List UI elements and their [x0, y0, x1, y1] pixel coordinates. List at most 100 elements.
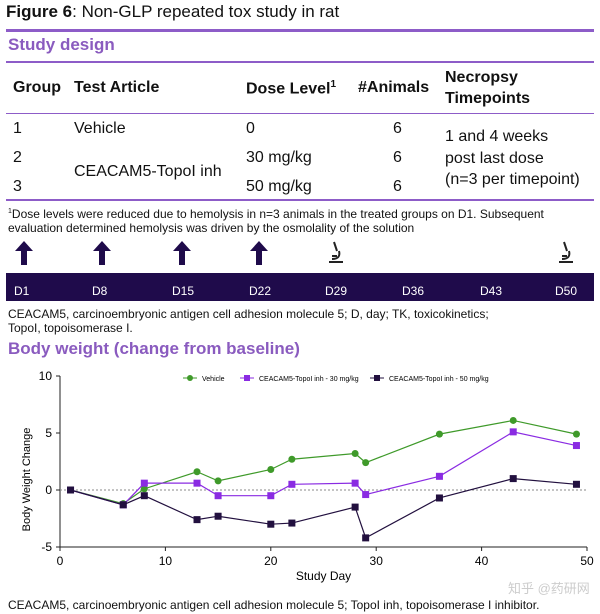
- dose-footnote: 1Dose levels were reduced due to hemolys…: [8, 205, 568, 235]
- timeline-day-label: D8: [92, 284, 108, 298]
- data-point: [572, 430, 580, 438]
- data-point: [193, 516, 201, 524]
- legend-label: CEACAM5-TopoI inh - 30 mg/kg: [259, 376, 359, 383]
- y-tick-label: 5: [45, 426, 52, 440]
- data-point: [362, 491, 370, 499]
- cell-animals: 6: [393, 120, 402, 137]
- cell-group: 1: [13, 120, 22, 137]
- necropsy-line: 1 and 4 weeks: [445, 128, 549, 145]
- y-tick-label: 0: [45, 483, 52, 497]
- timeline-day-label: D50: [555, 284, 578, 298]
- data-point: [67, 486, 75, 494]
- data-point: [509, 416, 517, 424]
- cell-dose: 0: [246, 120, 255, 137]
- cell-dose: 30 mg/kg: [246, 149, 312, 166]
- cell-animals: 6: [393, 178, 402, 195]
- data-point: [509, 475, 517, 483]
- cell-animals: 6: [393, 149, 402, 166]
- legend-marker: [244, 375, 250, 381]
- x-tick-label: 50: [580, 554, 594, 568]
- x-tick-label: 40: [475, 554, 489, 568]
- microscope-icon: [326, 241, 346, 265]
- x-tick-label: 20: [264, 554, 278, 568]
- series-line: [70, 477, 577, 539]
- data-point: [267, 492, 275, 500]
- col-header-article: Test Article: [74, 79, 160, 96]
- data-point: [435, 430, 443, 438]
- dose-arrow-icon: [14, 241, 34, 265]
- data-point: [288, 455, 296, 463]
- data-point: [351, 450, 359, 458]
- data-point: [140, 492, 148, 500]
- y-tick-label: 10: [39, 369, 53, 383]
- divider: [6, 199, 594, 201]
- data-point: [572, 442, 580, 450]
- timeline-day-label: D43: [480, 284, 503, 298]
- data-point: [140, 485, 148, 493]
- cell-group: 2: [13, 149, 22, 166]
- x-tick-label: 30: [370, 554, 384, 568]
- necropsy-line: post last dose: [445, 150, 544, 167]
- legend-marker: [374, 375, 380, 381]
- timeline-day-label: D1: [14, 284, 30, 298]
- body-weight-heading: Body weight (change from baseline): [8, 339, 300, 358]
- cell-article-merged: CEACAM5-TopoI inh: [74, 163, 222, 180]
- data-point: [362, 534, 370, 542]
- timeline-day-label: D15: [172, 284, 195, 298]
- data-point: [572, 480, 580, 488]
- data-point: [214, 477, 222, 485]
- study-design-heading: Study design: [8, 35, 115, 54]
- microscope-icon: [556, 241, 576, 265]
- x-tick-label: 10: [159, 554, 173, 568]
- data-point: [288, 519, 296, 527]
- y-tick-label: -5: [41, 540, 52, 554]
- data-point: [435, 494, 443, 502]
- footnote-marker: 1: [8, 208, 12, 215]
- timeline-day-label: D22: [249, 284, 272, 298]
- col-header-timepoints: Timepoints: [445, 90, 531, 107]
- figure-title: Figure 6: Non-GLP repeated tox study in …: [6, 2, 339, 22]
- figure-label: Figure 6: [6, 2, 73, 21]
- data-point: [351, 503, 359, 511]
- cell-group: 3: [13, 178, 22, 195]
- data-point: [267, 520, 275, 528]
- x-axis-label: Study Day: [296, 569, 351, 583]
- data-point: [288, 480, 296, 488]
- data-point: [435, 472, 443, 480]
- legend-label: CEACAM5-TopoI inh - 50 mg/kg: [389, 376, 489, 383]
- dose-header-text: Dose Level: [246, 80, 331, 98]
- data-point: [140, 479, 148, 487]
- dose-footnote-marker: 1: [330, 79, 337, 90]
- figure-title-text: : Non-GLP repeated tox study in rat: [72, 2, 340, 21]
- chart-footnote: CEACAM5, carcinoembryonic antigen cell a…: [8, 598, 540, 612]
- abbrev-line: TopoI, topoisomerase I.: [8, 321, 133, 335]
- col-header-group: Group: [13, 79, 61, 96]
- watermark: 知乎 @药研网: [508, 581, 590, 596]
- dose-arrow-icon: [92, 241, 112, 265]
- dose-arrow-icon: [249, 241, 269, 265]
- data-point: [362, 459, 370, 467]
- series-line: [70, 431, 577, 506]
- footnote-text: Dose levels were reduced due to hemolysi…: [8, 207, 544, 235]
- divider: [6, 113, 594, 114]
- cell-article: Vehicle: [74, 120, 126, 137]
- cell-dose: 50 mg/kg: [246, 178, 312, 195]
- series-line: [70, 419, 577, 505]
- data-point: [214, 492, 222, 500]
- y-axis-label: Body Weight Change: [21, 428, 33, 532]
- dose-arrow-icon: [172, 241, 192, 265]
- data-point: [214, 512, 222, 520]
- timeline-bar: [6, 273, 594, 301]
- timeline-day-label: D29: [325, 284, 348, 298]
- abbrev-line: CEACAM5, carcinoembryonic antigen cell a…: [8, 307, 489, 321]
- timeline-day-label: D36: [402, 284, 425, 298]
- data-point: [193, 479, 201, 487]
- necropsy-line: (n=3 per timepoint): [445, 171, 580, 188]
- col-header-animals: #Animals: [358, 79, 430, 96]
- data-point: [509, 428, 517, 436]
- data-point: [267, 465, 275, 473]
- divider: [6, 61, 594, 63]
- col-header-necropsy: Necropsy: [445, 69, 518, 86]
- divider: [6, 29, 594, 32]
